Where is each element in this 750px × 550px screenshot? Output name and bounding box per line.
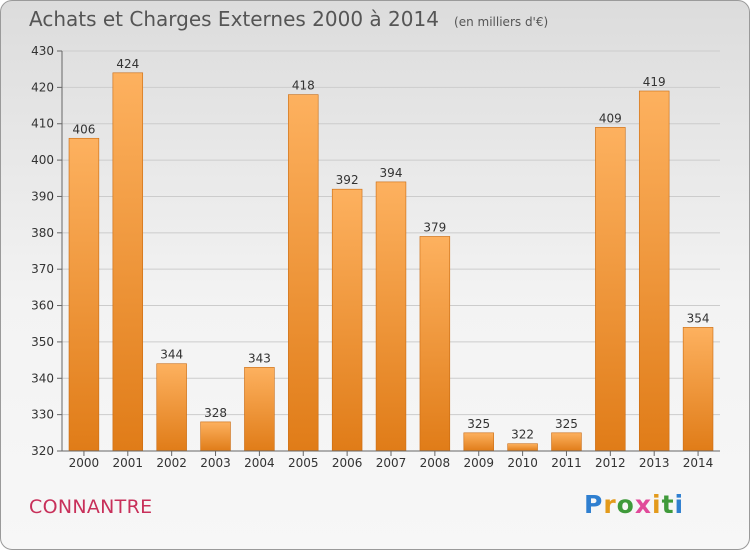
- y-tick-label: 410: [31, 117, 54, 131]
- data-label: 328: [204, 406, 227, 420]
- x-axis: 2000 2001 2002 2003 2004 2005 2006 2007 2008 2009…: [62, 450, 720, 470]
- bar: [638, 90, 670, 452]
- data-labels: 406 424 344 328 343 418 392 394 379 325 322 325 409 4…: [72, 57, 709, 442]
- x-tick-label: 2009: [463, 456, 494, 470]
- data-label: 406: [72, 122, 95, 136]
- chart-title: Achats et Charges Externes 2000 à 2014 (…: [29, 7, 548, 31]
- proxiti-logo: Proxiti: [584, 490, 684, 519]
- y-tick-label: 330: [31, 408, 54, 422]
- x-tick-label: 2001: [113, 456, 144, 470]
- bar: [331, 188, 363, 452]
- bar: [112, 72, 144, 452]
- data-label: 322: [511, 428, 534, 442]
- x-tick-label: 2014: [683, 456, 714, 470]
- unit-text: (en milliers d'€): [454, 15, 549, 29]
- y-tick-label: 370: [31, 262, 54, 276]
- x-tick-label: 2010: [507, 456, 538, 470]
- bar: [288, 94, 319, 452]
- data-label: 394: [380, 166, 403, 180]
- x-tick-label: 2004: [244, 456, 275, 470]
- x-tick-label: 2005: [288, 456, 319, 470]
- y-tick-label: 400: [31, 153, 54, 167]
- x-tick-label: 2013: [639, 456, 670, 470]
- y-tick-label: 340: [31, 371, 54, 385]
- bar: [551, 432, 582, 452]
- bar: [682, 327, 714, 452]
- bar: [463, 432, 494, 452]
- data-label: 354: [687, 311, 710, 325]
- logo-letter: r: [603, 490, 617, 519]
- bar: [68, 137, 100, 452]
- y-tick-label: 380: [31, 226, 54, 240]
- y-tick-label: 350: [31, 335, 54, 349]
- bar: [244, 367, 275, 452]
- data-label: 343: [248, 351, 271, 365]
- commune-name: CONNANTRE: [29, 496, 153, 518]
- y-tick-label: 430: [31, 44, 54, 58]
- y-tick-label: 420: [31, 80, 54, 94]
- x-tick-label: 2012: [595, 456, 626, 470]
- bar: [200, 421, 231, 452]
- y-tick-label: 320: [31, 444, 54, 458]
- title-text: Achats et Charges Externes 2000 à 2014: [29, 7, 439, 31]
- bars: [68, 72, 714, 452]
- logo-letter: i: [674, 490, 685, 519]
- x-tick-label: 2007: [376, 456, 407, 470]
- logo-letter: t: [661, 490, 675, 519]
- data-label: 418: [292, 79, 315, 93]
- data-label: 325: [467, 417, 490, 431]
- data-label: 325: [555, 417, 578, 431]
- x-tick-label: 2002: [156, 456, 187, 470]
- bar: [375, 181, 407, 452]
- bar: [595, 127, 626, 452]
- x-tick-label: 2003: [200, 456, 231, 470]
- x-tick-label: 2006: [332, 456, 363, 470]
- data-label: 419: [643, 75, 666, 89]
- data-label: 424: [116, 57, 139, 71]
- logo-letter: i: [652, 490, 662, 519]
- logo-letter: x: [634, 490, 652, 519]
- y-tick-label: 390: [31, 189, 54, 203]
- data-label: 409: [599, 111, 622, 125]
- y-tick-label: 360: [31, 299, 54, 313]
- data-label: 379: [423, 220, 446, 234]
- logo-letter: P: [584, 490, 604, 519]
- bar: [156, 363, 187, 452]
- x-tick-label: 2011: [551, 456, 582, 470]
- x-tick-label: 2008: [420, 456, 451, 470]
- y-axis: 320 330 340 350 360 370 380 390 400 410 420 430: [31, 44, 63, 458]
- x-tick-label: 2000: [69, 456, 100, 470]
- bar: [507, 443, 538, 452]
- data-label: 392: [336, 173, 359, 187]
- bar: [419, 236, 451, 452]
- logo-letter: o: [616, 490, 635, 519]
- data-label: 344: [160, 348, 183, 362]
